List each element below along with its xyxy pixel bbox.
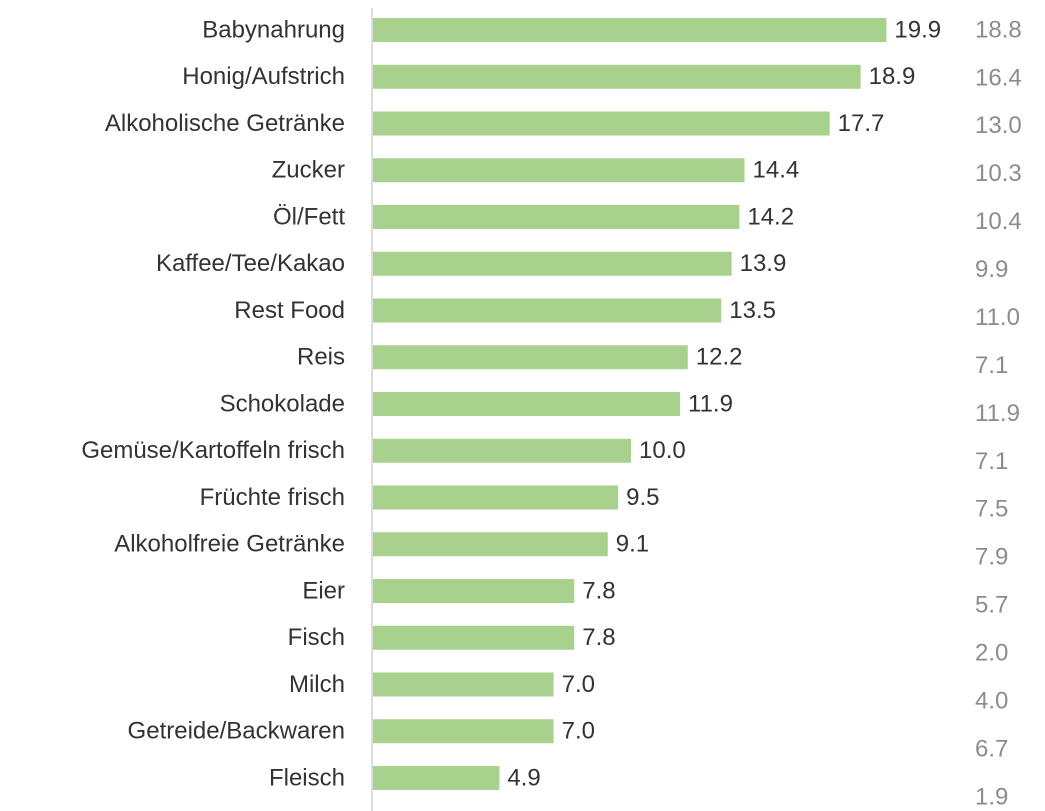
category-label: Alkoholische Getränke bbox=[105, 110, 345, 137]
value-label: 13.9 bbox=[740, 250, 787, 277]
value-label: 7.8 bbox=[582, 577, 615, 604]
secondary-value: 7.1 bbox=[975, 352, 1008, 379]
bar bbox=[373, 18, 887, 42]
secondary-value: 16.4 bbox=[975, 64, 1022, 91]
bar bbox=[373, 625, 575, 650]
value-label: 19.9 bbox=[894, 16, 941, 43]
bar bbox=[373, 392, 681, 416]
value-label: 12.2 bbox=[696, 344, 743, 371]
category-label: Früchte frisch bbox=[200, 484, 345, 511]
secondary-value: 18.8 bbox=[975, 16, 1022, 43]
bar bbox=[373, 111, 830, 136]
bar bbox=[373, 719, 554, 744]
value-label: 14.2 bbox=[747, 203, 794, 230]
category-label: Öl/Fett bbox=[273, 203, 345, 230]
secondary-value: 7.5 bbox=[975, 496, 1008, 523]
bar bbox=[373, 438, 631, 463]
bar bbox=[373, 485, 619, 510]
category-label: Eier bbox=[302, 577, 345, 604]
value-label: 13.5 bbox=[729, 297, 776, 324]
category-label: Getreide/Backwaren bbox=[128, 718, 345, 745]
value-label: 9.1 bbox=[616, 531, 649, 558]
secondary-value: 7.9 bbox=[975, 544, 1008, 571]
value-label: 4.9 bbox=[507, 764, 540, 791]
category-label: Fisch bbox=[288, 624, 345, 651]
secondary-value: 9.9 bbox=[975, 256, 1008, 283]
secondary-value: 10.3 bbox=[975, 160, 1022, 187]
secondary-value: 5.7 bbox=[975, 592, 1008, 619]
value-label: 7.0 bbox=[562, 718, 595, 745]
bar bbox=[373, 158, 745, 183]
category-label: Rest Food bbox=[234, 297, 345, 324]
bar bbox=[373, 532, 608, 557]
value-label: 18.9 bbox=[869, 63, 916, 90]
bar bbox=[373, 579, 575, 603]
category-label: Zucker bbox=[272, 157, 345, 184]
value-label: 9.5 bbox=[626, 484, 659, 511]
category-label: Milch bbox=[289, 671, 345, 698]
category-label: Reis bbox=[297, 344, 345, 371]
category-label: Kaffee/Tee/Kakao bbox=[156, 250, 345, 277]
secondary-value: 11.0 bbox=[975, 304, 1020, 331]
value-label: 7.8 bbox=[582, 624, 615, 651]
secondary-value: 7.1 bbox=[975, 448, 1008, 475]
bar bbox=[373, 251, 732, 276]
value-label: 10.0 bbox=[639, 437, 686, 464]
value-label: 7.0 bbox=[562, 671, 595, 698]
category-label: Schokolade bbox=[220, 390, 345, 417]
secondary-value: 4.0 bbox=[975, 687, 1008, 714]
bar bbox=[373, 345, 688, 370]
category-label: Babynahrung bbox=[202, 16, 345, 43]
secondary-value: 13.0 bbox=[975, 112, 1022, 139]
secondary-value: 10.4 bbox=[975, 208, 1022, 235]
category-label: Fleisch bbox=[269, 764, 345, 791]
value-label: 11.9 bbox=[688, 390, 733, 417]
bar bbox=[373, 205, 740, 229]
bar bbox=[373, 672, 554, 697]
secondary-value: 6.7 bbox=[975, 735, 1008, 762]
secondary-value: 2.0 bbox=[975, 640, 1008, 667]
bar bbox=[373, 298, 722, 323]
category-label: Alkoholfreie Getränke bbox=[114, 531, 345, 558]
secondary-value: 11.9 bbox=[975, 400, 1020, 427]
bar bbox=[373, 64, 861, 89]
secondary-value: 1.9 bbox=[975, 783, 1008, 810]
value-label: 14.4 bbox=[753, 157, 800, 184]
bar bbox=[373, 766, 500, 790]
category-label: Gemüse/Kartoffeln frisch bbox=[81, 437, 345, 464]
value-label: 17.7 bbox=[838, 110, 885, 137]
category-label: Honig/Aufstrich bbox=[182, 63, 345, 90]
